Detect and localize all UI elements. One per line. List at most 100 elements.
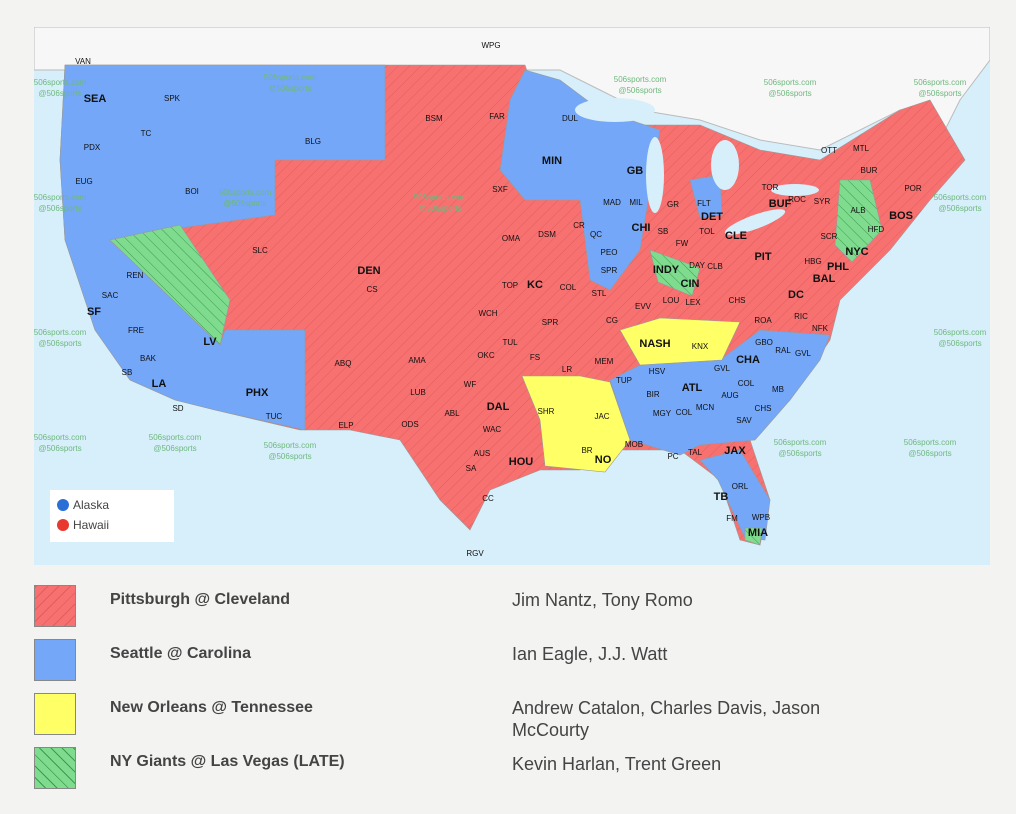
city-label: SPR xyxy=(542,318,559,327)
city-label: ELP xyxy=(338,421,353,430)
city-label: SA xyxy=(466,464,477,473)
city-label: TUP xyxy=(616,376,632,385)
city-label: BOI xyxy=(185,187,199,196)
city-label: CHS xyxy=(729,296,746,305)
city-label: SYR xyxy=(814,197,831,206)
watermark-text: @506sports xyxy=(938,339,981,348)
watermark-text: @506sports xyxy=(418,204,461,213)
city-label: CHA xyxy=(736,354,760,366)
city-label: BR xyxy=(581,446,592,455)
city-label: BIR xyxy=(646,390,660,399)
city-label: JAX xyxy=(724,445,746,457)
city-label: DAY xyxy=(689,261,706,270)
watermark-text: 506sports.com xyxy=(34,78,87,87)
lake-michigan xyxy=(646,137,664,213)
city-label: ABQ xyxy=(335,359,352,368)
watermark-text: @506sports xyxy=(938,204,981,213)
city-label: HSV xyxy=(649,367,666,376)
city-label: PC xyxy=(667,452,678,461)
region-seattle-carolina-florida xyxy=(699,449,771,541)
watermark-text: 506sports.com xyxy=(764,78,817,87)
city-label: WPB xyxy=(752,513,770,522)
watermark-text: @506sports xyxy=(268,84,311,93)
legend-alaska: Alaska xyxy=(57,498,109,512)
city-label: LUB xyxy=(410,388,426,397)
city-label: TOR xyxy=(762,183,779,192)
region-new-orleans-tennessee-tn xyxy=(619,317,741,366)
city-label: SAV xyxy=(736,416,752,425)
city-label: TOP xyxy=(502,281,518,290)
city-label: EVV xyxy=(635,302,652,311)
city-label: ALB xyxy=(850,206,865,215)
legend-swatch xyxy=(34,693,76,735)
watermark-text: 506sports.com xyxy=(414,193,467,202)
legend-swatch xyxy=(34,585,76,627)
alaska-label: Alaska xyxy=(73,498,110,512)
region-new-orleans-tennessee-la xyxy=(521,375,631,473)
city-label: KNX xyxy=(692,342,709,351)
city-label: CHS xyxy=(755,404,772,413)
city-label: BUR xyxy=(861,166,878,175)
watermark-text: 506sports.com xyxy=(34,328,87,337)
city-label: DSM xyxy=(538,230,556,239)
city-label: SXF xyxy=(492,185,508,194)
city-label: SD xyxy=(172,404,183,413)
city-label: TUC xyxy=(266,412,283,421)
watermark-text: 506sports.com xyxy=(774,438,827,447)
city-label: HOU xyxy=(509,456,534,468)
game-matchup: NY Giants @ Las Vegas (LATE) xyxy=(110,753,345,770)
city-label: RGV xyxy=(466,549,484,558)
watermark-text: 506sports.com xyxy=(914,78,967,87)
city-label: HFD xyxy=(868,225,885,234)
watermark-text: @506sports xyxy=(153,444,196,453)
city-label: SEA xyxy=(84,93,107,105)
city-label: COL xyxy=(560,283,577,292)
city-label: ROC xyxy=(788,195,806,204)
city-label: ROA xyxy=(754,316,772,325)
city-label: BAK xyxy=(140,354,157,363)
city-label: PHX xyxy=(246,387,269,399)
city-label: DUL xyxy=(562,114,579,123)
watermark-text: 506sports.com xyxy=(934,328,987,337)
city-label: GVL xyxy=(714,364,731,373)
city-label: SAC xyxy=(102,291,119,300)
watermarks: 506sports.com @506sports 506sports.com @506… xyxy=(34,73,987,461)
lake-ontario xyxy=(771,184,819,196)
watermark-text: 506sports.com xyxy=(904,438,957,447)
city-label: EUG xyxy=(75,177,92,186)
legend-hawaii: Hawaii xyxy=(57,518,109,532)
city-label: SB xyxy=(658,227,669,236)
city-label: CG xyxy=(606,316,618,325)
watermark-text: @506sports xyxy=(618,86,661,95)
game-announcers: Andrew Catalon, Charles Davis, Jason McC… xyxy=(512,698,821,740)
city-label: MTL xyxy=(853,144,870,153)
city-label: MCN xyxy=(696,403,714,412)
city-label: LA xyxy=(152,378,167,390)
watermark-text: @506sports xyxy=(778,449,821,458)
city-label: TC xyxy=(141,129,152,138)
city-label: DC xyxy=(788,289,804,301)
city-label: BSM xyxy=(425,114,443,123)
canada-land xyxy=(34,27,990,162)
city-label: GBO xyxy=(755,338,773,347)
city-label: AUG xyxy=(721,391,738,400)
game-announcers: Kevin Harlan, Trent Green xyxy=(512,754,722,774)
city-label: CIN xyxy=(681,278,700,290)
legend-row: Pittsburgh @ Cleveland Jim Nantz, Tony R… xyxy=(34,585,994,629)
watermark-text: @506sports xyxy=(223,199,266,208)
lake-erie xyxy=(724,209,786,235)
game-matchup: Seattle @ Carolina xyxy=(110,645,251,662)
city-label: COL xyxy=(676,408,693,417)
city-label: MIL xyxy=(629,198,643,207)
city-label: PIT xyxy=(754,251,771,263)
watermark-text: 506sports.com xyxy=(264,441,317,450)
city-label: TUL xyxy=(502,338,518,347)
city-label: MEM xyxy=(595,357,614,366)
watermark-text: 506sports.com xyxy=(614,75,667,84)
city-label: OTT xyxy=(821,146,837,155)
legend-swatch xyxy=(34,639,76,681)
watermark-text: @506sports xyxy=(38,89,81,98)
city-label: GB xyxy=(627,165,644,177)
city-label: DET xyxy=(701,211,723,223)
